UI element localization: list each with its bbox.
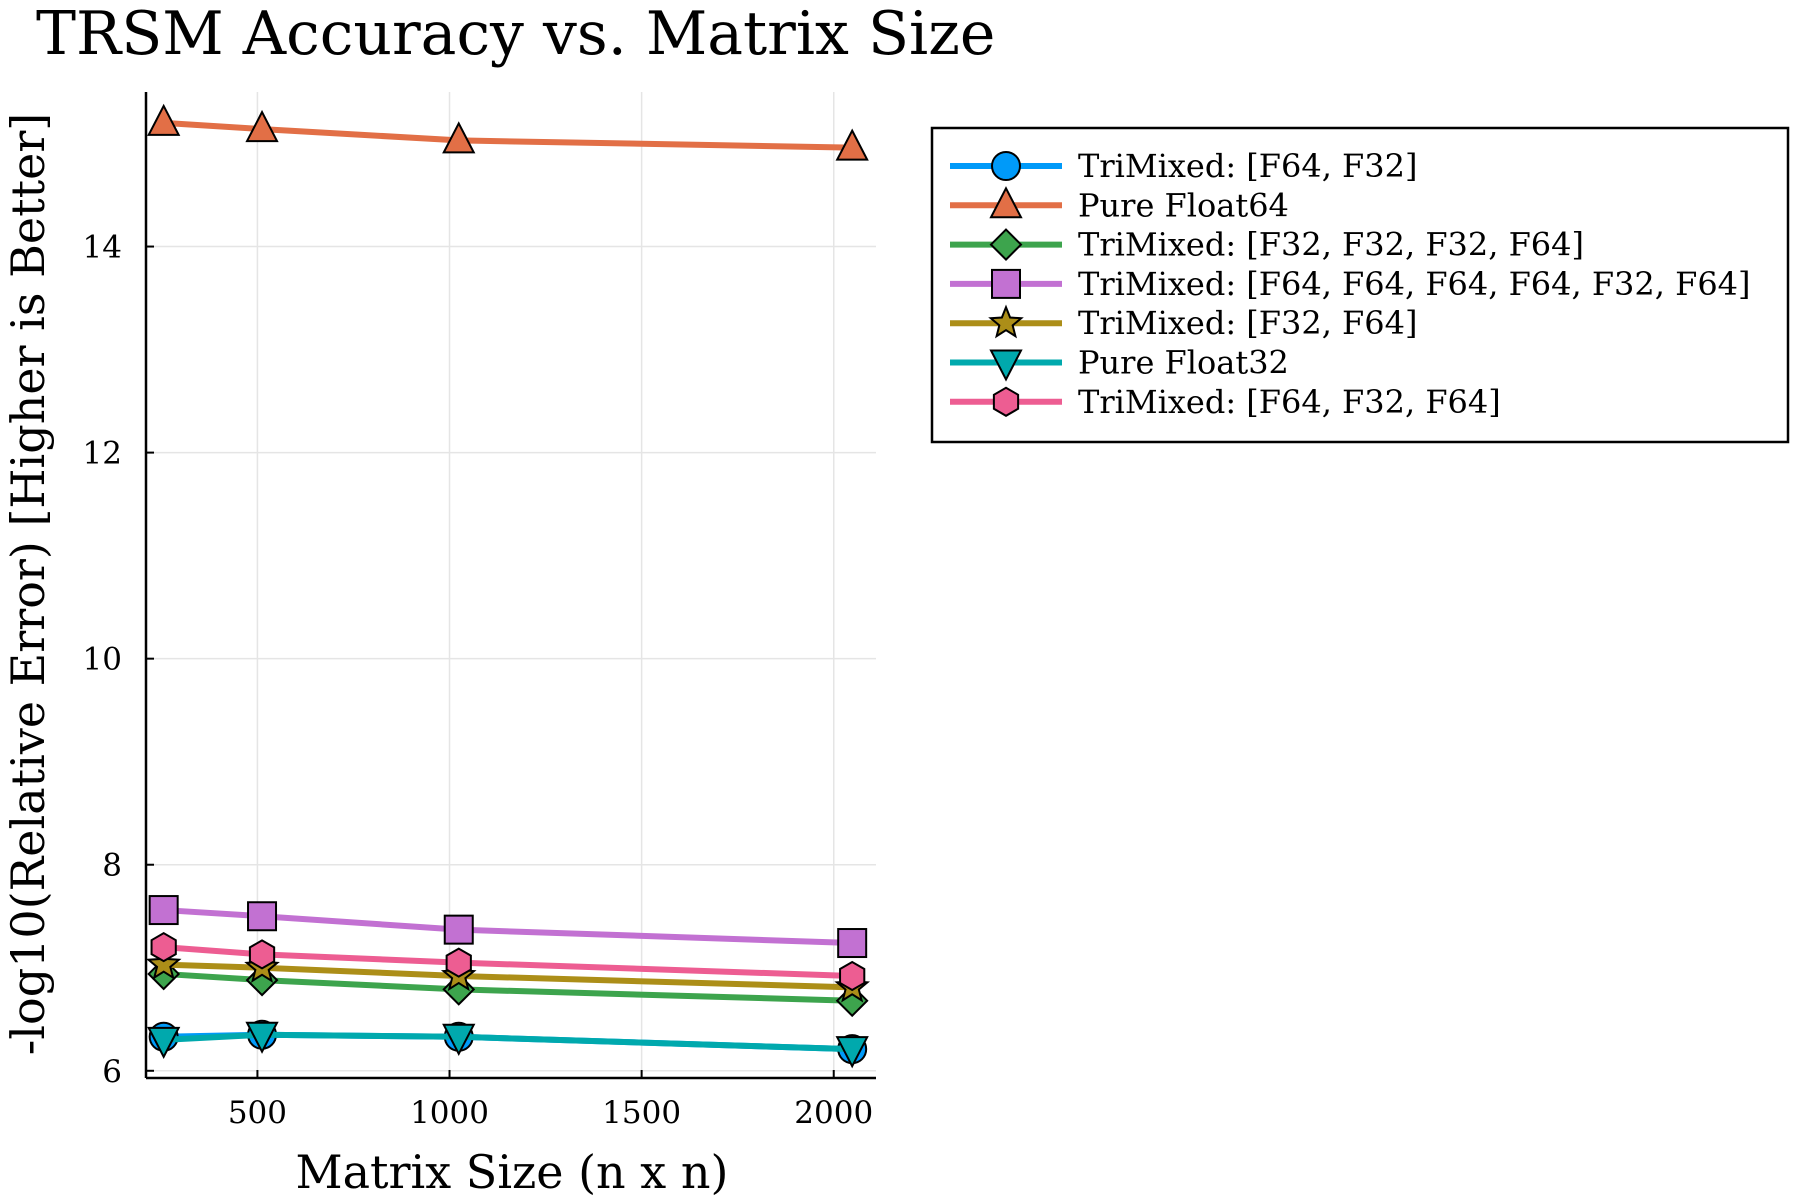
data-point xyxy=(443,914,474,945)
series-line xyxy=(160,907,856,947)
y-tick-label: 12 xyxy=(83,436,122,472)
data-point xyxy=(247,901,278,932)
data-point xyxy=(442,121,476,154)
series xyxy=(145,103,870,1069)
series-line xyxy=(160,944,856,979)
data-point xyxy=(150,931,177,963)
data-point xyxy=(837,928,868,959)
legend-marker xyxy=(991,268,1021,299)
legend-label: TriMixed: [F64, F32] xyxy=(1078,147,1417,185)
legend-marker xyxy=(989,349,1023,382)
legend-item: Pure Float32 xyxy=(950,344,1289,382)
y-tick-label: 8 xyxy=(102,848,122,884)
x-tick-label: 2000 xyxy=(794,1095,873,1131)
ticks: 500 1000 1500 2000 6 8 10 12 14 xyxy=(83,230,874,1131)
y-tick-label: 14 xyxy=(83,230,122,266)
data-point xyxy=(839,960,866,992)
legend-item: TriMixed: [F32, F32, F32, F64] xyxy=(950,226,1584,264)
legend-label: TriMixed: [F32, F32, F32, F64] xyxy=(1078,226,1584,264)
legend-item: TriMixed: [F64, F32, F64] xyxy=(950,383,1501,421)
axes xyxy=(144,92,876,1080)
legend-item: TriMixed: [F64, F64, F64, F64, F32, F64] xyxy=(950,265,1751,303)
series-5 xyxy=(147,1021,869,1069)
legend-label: Pure Float32 xyxy=(1078,344,1289,382)
series-line xyxy=(160,1031,856,1053)
y-tick-label: 10 xyxy=(83,642,122,678)
legend-item: TriMixed: [F32, F64] xyxy=(950,304,1417,342)
legend-marker xyxy=(988,304,1024,339)
x-tick-label: 500 xyxy=(228,1095,287,1131)
series-1 xyxy=(147,103,869,161)
legend-item: Pure Float64 xyxy=(950,186,1289,224)
legend-marker xyxy=(989,228,1023,262)
chart-title: TRSM Accuracy vs. Matrix Size xyxy=(36,0,995,69)
series-line xyxy=(160,970,856,1004)
legend-label: TriMixed: [F64, F32, F64] xyxy=(1078,383,1501,421)
legend-label: TriMixed: [F32, F64] xyxy=(1078,304,1417,342)
series-line xyxy=(160,961,856,991)
y-axis-title: -log10(Relative Error) [Higher is Better… xyxy=(1,113,55,1055)
data-point xyxy=(145,945,182,980)
series-3 xyxy=(148,895,868,959)
data-point xyxy=(248,939,276,970)
grid xyxy=(146,92,876,1078)
legend: TriMixed: [F64, F32]Pure Float64TriMixed… xyxy=(930,126,1790,444)
data-point xyxy=(148,895,179,926)
data-point xyxy=(147,1026,181,1060)
x-axis-title: Matrix Size (n x n) xyxy=(296,1145,729,1199)
data-point xyxy=(835,128,869,161)
data-point xyxy=(835,1036,869,1069)
legend-item: TriMixed: [F64, F32] xyxy=(950,147,1417,185)
legend-box xyxy=(930,126,1790,444)
data-point xyxy=(445,947,472,978)
legend-marker xyxy=(992,386,1020,417)
series-6 xyxy=(150,931,866,992)
series-line xyxy=(160,119,856,151)
y-tick-label: 6 xyxy=(102,1054,122,1090)
legend-marker xyxy=(991,151,1021,181)
legend-marker xyxy=(989,186,1023,219)
x-tick-label: 1000 xyxy=(410,1095,489,1131)
data-point xyxy=(245,109,279,143)
legend-label: Pure Float64 xyxy=(1078,186,1289,224)
data-point xyxy=(442,1023,476,1056)
legend-label: TriMixed: [F64, F64, F64, F64, F32, F64] xyxy=(1078,265,1751,303)
data-point xyxy=(147,103,181,136)
data-point xyxy=(245,1021,279,1054)
x-tick-label: 1500 xyxy=(602,1095,681,1131)
